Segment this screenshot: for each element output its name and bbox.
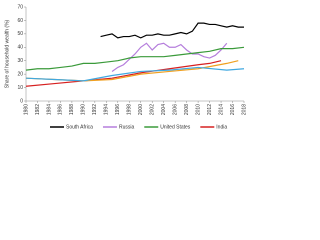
x-tick-label: 2000 bbox=[138, 104, 144, 115]
legend-label: United States bbox=[160, 124, 191, 130]
x-tick-label: 2014 bbox=[218, 104, 224, 115]
series-line bbox=[25, 66, 245, 82]
y-tick-label: 50 bbox=[17, 31, 23, 37]
x-tick-label: 1988 bbox=[69, 104, 75, 115]
x-tick-label: 2006 bbox=[172, 104, 178, 115]
x-tick-label: 2012 bbox=[207, 104, 213, 115]
x-tick-label: 1996 bbox=[115, 104, 121, 115]
x-tick-label: 1986 bbox=[58, 104, 64, 115]
x-tick-label: 1994 bbox=[104, 104, 110, 115]
x-tick-label: 2018 bbox=[241, 104, 247, 115]
legend-label: India bbox=[216, 124, 227, 130]
chart: Share of household wealth (%) 0 10 20 30 40 5… bbox=[4, 4, 247, 130]
y-tick-label: 70 bbox=[17, 4, 23, 10]
x-tick-label: 1990 bbox=[81, 104, 87, 115]
series-line bbox=[25, 60, 222, 87]
x-tick-label: 2004 bbox=[161, 104, 167, 115]
legend-label: South Africa bbox=[66, 124, 93, 130]
y-tick-label: 60 bbox=[17, 18, 23, 24]
x-tick-label: 2010 bbox=[195, 104, 201, 115]
series-line bbox=[25, 46, 245, 71]
x-tick-label: 1982 bbox=[35, 104, 41, 115]
x-tick-label: 1998 bbox=[127, 104, 133, 115]
y-tick-label: 40 bbox=[17, 45, 23, 51]
x-tick-label: 2008 bbox=[184, 104, 190, 115]
y-axis-label: Share of household wealth (%) bbox=[4, 19, 10, 88]
x-tick-label: 2002 bbox=[150, 104, 156, 115]
x-tick-label: 1992 bbox=[92, 104, 98, 115]
legend-label: Russia bbox=[119, 124, 135, 130]
x-tick-label: 2016 bbox=[230, 104, 236, 115]
y-tick-label: 10 bbox=[17, 85, 23, 91]
x-tick-label: 1980 bbox=[23, 104, 29, 115]
x-tick-label: 1984 bbox=[46, 104, 52, 115]
y-tick-label: 20 bbox=[17, 71, 23, 77]
y-tick-label: 30 bbox=[17, 58, 23, 64]
y-tick-label: 0 bbox=[20, 98, 23, 104]
series-line bbox=[100, 22, 244, 39]
